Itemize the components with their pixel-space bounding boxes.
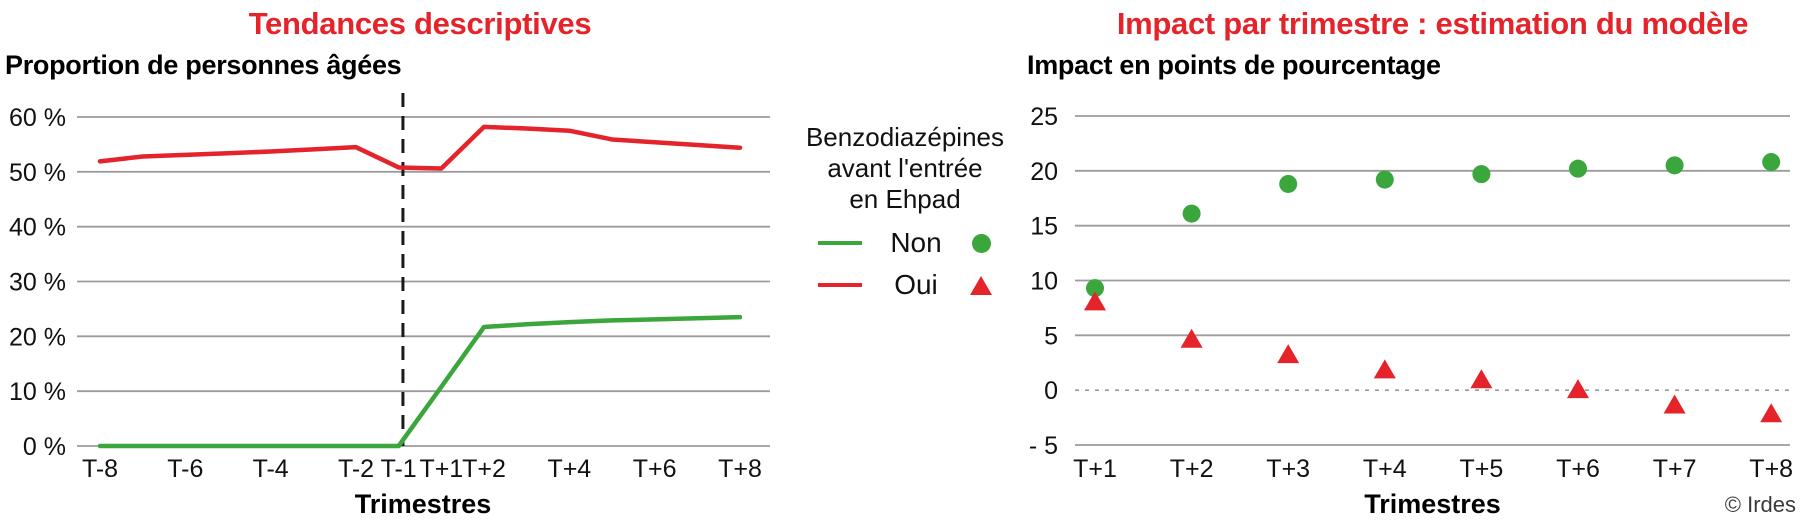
trend-line-oui [97,124,743,171]
trend-line-non [97,314,743,449]
oui-triangle-icon [970,275,992,295]
right-x-tick-label: T+4 [1363,455,1407,483]
impact-point-non [1279,174,1298,193]
right-chart-title: Impact par trimestre : estimation du mod… [1116,6,1749,41]
non-circle-icon [971,233,991,253]
legend-title-line-3: en Ehpad [849,184,961,214]
oui-line-swatch [818,283,862,287]
impact-point-non [1182,204,1201,223]
left-y-tick-label: 40 % [9,214,66,242]
left-y-tick-label: 30 % [9,269,66,297]
impact-point-oui [1470,369,1493,389]
impact-point-oui [1760,403,1783,423]
impact-point-oui [1663,394,1686,414]
impact-point-oui [1373,359,1396,379]
left-x-tick-label: T-1 [381,455,417,483]
impact-point-oui [1277,344,1300,364]
right-y-tick-label: - 5 [1029,432,1058,460]
right-y-tick-label: 0 [1044,377,1058,405]
right-x-tick-label: T+8 [1749,455,1793,483]
impact-point-non [1762,153,1781,172]
impact-point-non [1665,156,1684,175]
left-x-tick-label: T+8 [718,455,762,483]
right-chart-heading: Impact en points de pourcentage [1027,50,1441,80]
legend-label-non: Non [890,227,942,258]
legend: Benzodiazépines avant l'entrée en Ehpad … [760,122,1050,300]
left-y-tick-label: 60 % [9,104,66,132]
right-x-tick-label: T+2 [1170,455,1214,483]
impact-point-oui [1180,328,1203,348]
left-x-tick-label: T-8 [82,455,118,483]
impact-point-oui [1567,379,1589,399]
credit-text: © Irdes [1724,492,1796,517]
left-x-tick-label: T+2 [462,455,506,483]
impact-point-non [1569,159,1587,178]
right-x-tick-label: T+1 [1073,455,1117,483]
left-x-tick-label: T-2 [338,455,374,483]
left-x-axis-label: Trimestres [354,489,492,519]
left-y-tick-label: 50 % [9,159,66,187]
left-x-tick-label: T-4 [253,455,289,483]
left-y-tick-label: 20 % [9,323,66,351]
left-x-tick-label: T+6 [633,455,677,483]
non-line-swatch [818,241,862,245]
impact-point-non [1086,279,1104,298]
left-x-tick-label: T+1 [419,455,463,483]
right-y-tick-label: 5 [1044,322,1058,350]
legend-item-oui: Oui [760,269,1050,300]
legend-title: Benzodiazépines avant l'entrée en Ehpad [760,122,1050,215]
right-x-axis-label: Trimestres [1364,489,1501,519]
right-x-tick-label: T+5 [1460,455,1504,483]
left-x-tick-label: T+4 [547,455,591,483]
right-x-tick-label: T+6 [1556,455,1600,483]
right-y-tick-label: 20 [1030,158,1058,186]
left-chart-heading: Proportion de personnes âgées [5,50,402,80]
legend-label-oui: Oui [894,269,938,300]
right-x-tick-label: T+7 [1653,455,1697,483]
right-y-tick-label: 15 [1030,213,1058,241]
legend-item-non: Non [760,227,1050,258]
right-y-tick-label: 10 [1030,268,1058,296]
impact-point-oui [1084,291,1106,311]
impact-point-non [1375,170,1394,189]
left-chart-title: Tendances descriptives [248,6,592,41]
impact-point-non [1472,165,1491,184]
left-y-tick-label: 10 % [9,378,66,406]
left-y-tick-label: 0 % [23,433,66,461]
right-y-tick-label: 25 [1030,103,1058,131]
left-x-tick-label: T-6 [167,455,203,483]
right-x-tick-label: T+3 [1266,455,1310,483]
legend-title-line-2: avant l'entrée [827,153,983,183]
legend-title-line-1: Benzodiazépines [805,122,1005,152]
